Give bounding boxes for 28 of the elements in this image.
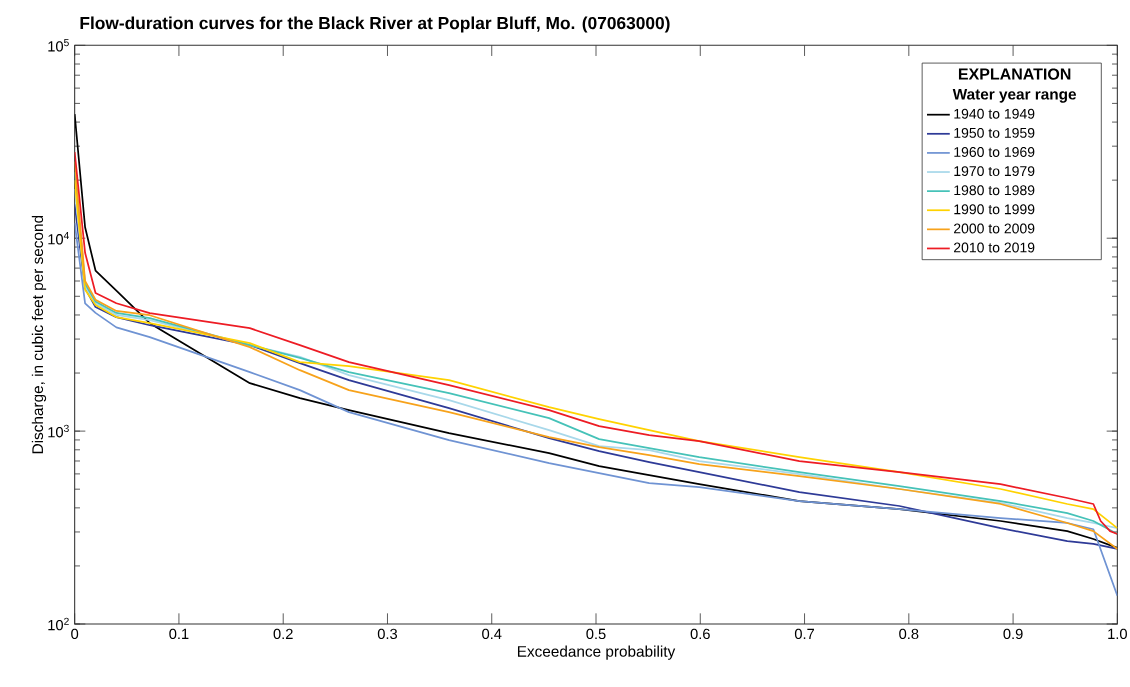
legend-title: Water year range (952, 89, 1077, 103)
legend-label: 2000 to 2009 (954, 223, 1035, 234)
x-tick-label: 0.8 (899, 628, 919, 640)
legend-label: 1980 to 1989 (954, 185, 1035, 196)
x-tick-label: 1.0 (1108, 628, 1127, 640)
legend-label: 1970 to 1979 (954, 166, 1035, 177)
legend-label: 1950 to 1959 (954, 128, 1035, 138)
annotation: EXPLANATION (958, 68, 1071, 80)
x-tick-label: 0.7 (794, 628, 815, 640)
x-tick-label: 0.3 (377, 628, 398, 640)
x-tick-label: 0 (71, 628, 79, 640)
y-tick-label: 10$^{3}$ (48, 424, 69, 438)
x-tick-label: 0.6 (690, 628, 710, 640)
x-tick-label: 0.1 (169, 628, 189, 640)
legend-label: 1960 to 1969 (954, 147, 1035, 158)
y-tick-label: 10$^{4}$ (48, 232, 69, 245)
y-axis-title: Discharge, in cubic feet per second (31, 216, 47, 454)
legend-label: 2010 to 2019 (954, 242, 1035, 253)
x-tick-label: 0.4 (482, 628, 502, 640)
x-axis-title: Exceedance probability (517, 645, 676, 661)
legend-label: 1940 to 1949 (954, 108, 1035, 119)
x-tick-label: 0.9 (1003, 628, 1023, 640)
legend-label: 1990 to 1999 (954, 204, 1035, 215)
y-tick-label: 10$^{5}$ (48, 39, 69, 52)
chart-title: Flow-duration curves for the Black River at Poplar Bluff, Mo. (07063000) (80, 16, 670, 33)
y-tick-label: 10$^{2}$ (48, 617, 69, 631)
x-tick-label: 0.2 (273, 628, 293, 640)
x-tick-label: 0.5 (586, 628, 606, 640)
